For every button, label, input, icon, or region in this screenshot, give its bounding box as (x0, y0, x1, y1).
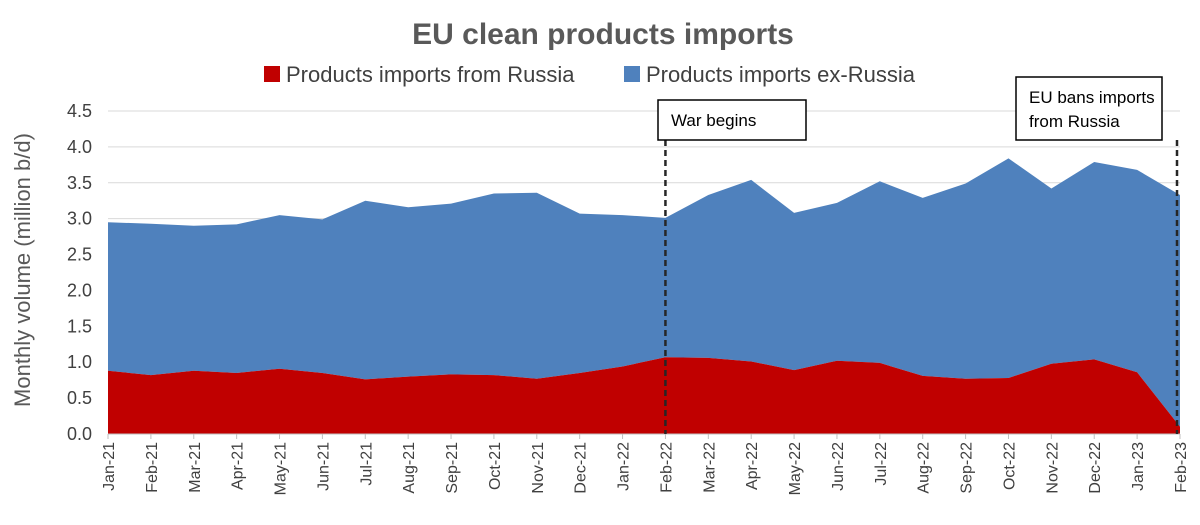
area-russia (108, 357, 1180, 434)
x-tick-label: Sep-21 (444, 442, 461, 494)
legend-swatch-russia (264, 66, 280, 82)
x-tick-label: May-22 (787, 442, 804, 495)
x-tick-label: Dec-21 (573, 442, 590, 494)
annotation-text: War begins (671, 111, 756, 130)
x-tick-label: Sep-22 (959, 442, 976, 494)
x-tick-label: Aug-22 (916, 442, 933, 494)
area-ex-russia (108, 158, 1180, 427)
y-tick-label: 2.0 (67, 280, 92, 300)
x-tick-label: Jun-21 (315, 442, 332, 491)
x-tick-label: Jul-22 (873, 442, 890, 486)
y-tick-label: 3.0 (67, 209, 92, 229)
x-tick-label: Jul-21 (358, 442, 375, 486)
x-tick-label: Dec-22 (1087, 442, 1104, 494)
annotation-box (657, 99, 807, 141)
y-tick-label: 1.0 (67, 352, 92, 372)
x-tick-label: Jun-22 (830, 442, 847, 491)
y-tick-label: 4.5 (67, 101, 92, 121)
y-tick-label: 2.5 (67, 245, 92, 265)
plot-areas (108, 158, 1180, 434)
x-axis-ticks: Jan-21 Feb-21 Mar-21 Apr-21 May-21 Jun-21 Jul-… (101, 434, 1190, 495)
legend-swatch-ex-russia (624, 66, 640, 82)
x-tick-label: Oct-22 (1002, 442, 1019, 490)
y-axis-label: Monthly volume (million b/d) (10, 133, 35, 407)
annotation-text: EU bans imports (1029, 88, 1155, 107)
y-tick-label: 1.5 (67, 316, 92, 336)
y-tick-label: 4.0 (67, 137, 92, 157)
x-tick-label: Mar-22 (701, 442, 718, 493)
annotation-box (1015, 76, 1163, 141)
y-tick-label: 0.0 (67, 424, 92, 444)
y-tick-label: 0.5 (67, 388, 92, 408)
x-tick-label: Apr-22 (744, 442, 761, 490)
y-tick-label: 3.5 (67, 173, 92, 193)
x-tick-label: Feb-21 (144, 442, 161, 493)
legend-label-ex-russia: Products imports ex-Russia (646, 62, 916, 87)
x-tick-label: Jan-22 (616, 442, 633, 491)
x-tick-label: Feb-22 (658, 442, 675, 493)
legend: Products imports from Russia Products im… (264, 62, 916, 87)
x-tick-label: Feb-23 (1173, 442, 1190, 493)
x-tick-label: Apr-21 (230, 442, 247, 490)
chart-title: EU clean products imports (412, 18, 794, 51)
x-tick-label: Mar-21 (187, 442, 204, 493)
y-axis-ticks: 0.0 0.5 1.0 1.5 2.0 2.5 3.0 3.5 4.0 4.5 (67, 101, 92, 444)
x-tick-label: May-21 (273, 442, 290, 495)
x-tick-label: Nov-22 (1044, 442, 1061, 494)
annotation-text: from Russia (1029, 112, 1120, 131)
x-tick-label: Jan-21 (101, 442, 118, 491)
x-tick-label: Oct-21 (487, 442, 504, 490)
annotations: War begins EU bans imports from Russia (657, 76, 1179, 434)
x-tick-label: Aug-21 (401, 442, 418, 494)
x-tick-label: Jan-23 (1130, 442, 1147, 491)
legend-label-russia: Products imports from Russia (286, 62, 575, 87)
x-tick-label: Nov-21 (530, 442, 547, 494)
